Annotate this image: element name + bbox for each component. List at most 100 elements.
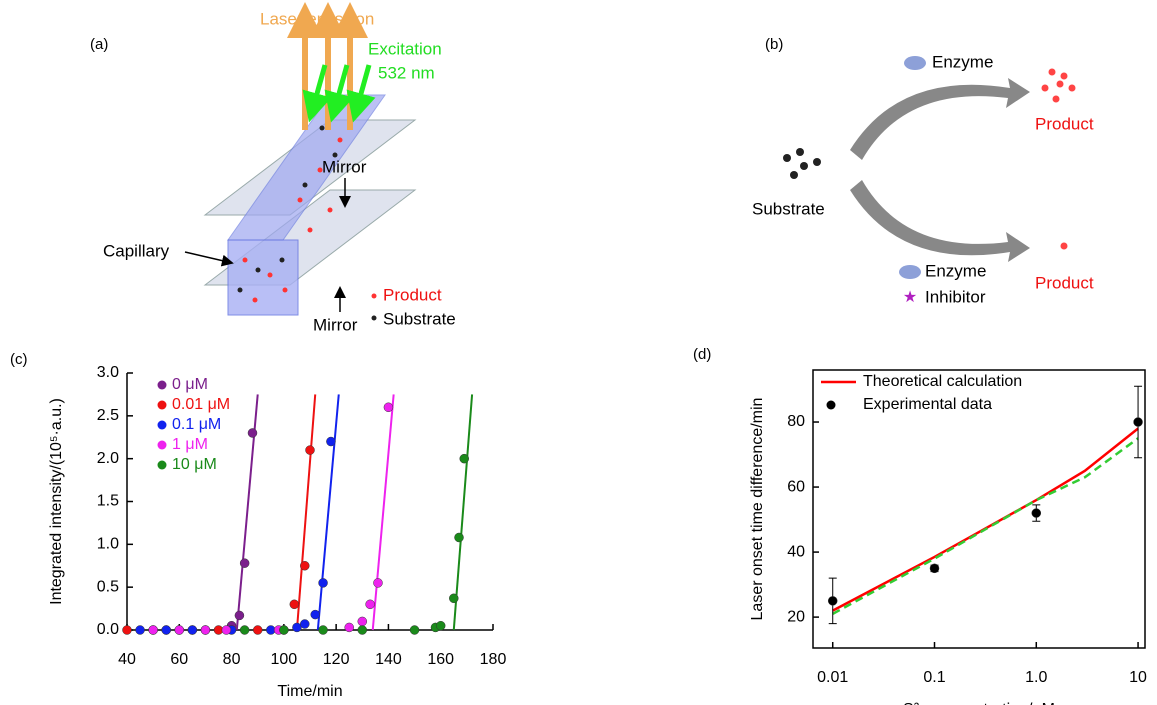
fit-line (316, 394, 340, 631)
point (148, 625, 158, 635)
point (252, 625, 263, 635)
point (373, 578, 383, 588)
point (459, 453, 469, 464)
x-tick-label: 120 (323, 651, 350, 668)
point (135, 625, 145, 635)
inhibitor-icon: ★ (903, 289, 917, 306)
label: Enzyme (932, 52, 993, 71)
substrate-dots (237, 125, 338, 293)
point (161, 625, 171, 635)
y-tick-label: 0.5 (97, 578, 119, 595)
y-tick-label: 20 (787, 608, 805, 625)
label: Capillary (103, 241, 170, 260)
legend-marker (157, 380, 167, 390)
fit-line (371, 394, 395, 631)
reaction-arrow (850, 78, 1030, 160)
enzyme-icon (904, 56, 926, 70)
point (827, 596, 838, 606)
y-tick-label: 40 (787, 543, 805, 560)
point (239, 625, 250, 635)
point (318, 578, 328, 588)
x-tick-label: 0.1 (923, 669, 945, 686)
point (326, 436, 336, 447)
point (187, 625, 198, 635)
legend-marker (826, 400, 836, 410)
point (435, 620, 446, 631)
point (449, 593, 459, 604)
point (454, 532, 464, 543)
point (292, 622, 302, 633)
legend-marker (157, 400, 167, 410)
x-axis-label: Time/min (277, 683, 342, 700)
point (1133, 417, 1143, 427)
label: 532 nm (378, 63, 435, 82)
legend-label: 0.1 μM (172, 416, 221, 433)
point (409, 625, 420, 635)
x-tick-label: 80 (223, 651, 241, 668)
substrate-dots (783, 148, 821, 179)
y-tick-label: 1.5 (97, 493, 119, 510)
legend-label: 0.01 μM (172, 396, 230, 413)
legend-label: Theoretical calculation (863, 373, 1022, 390)
label: Excitation (368, 39, 442, 58)
label: Product (1035, 273, 1094, 292)
point (239, 558, 250, 568)
point (357, 616, 368, 627)
x-tick-label: 100 (271, 651, 298, 668)
panel-label: (c) (10, 351, 28, 368)
y-tick-label: 2.5 (97, 407, 119, 424)
excitation-arrow (324, 64, 354, 123)
curve (832, 427, 1139, 612)
label: Substrate (752, 199, 825, 218)
y-axis-label: Integrated intensity/(10⁵·a.u.) (48, 398, 65, 605)
point (234, 610, 245, 621)
point (344, 622, 354, 633)
x-tick-label: 140 (375, 651, 402, 668)
x-tick-label: 160 (427, 651, 454, 668)
capillary-end (227, 239, 299, 316)
legend-label: 10 μM (172, 456, 217, 473)
point (383, 402, 394, 413)
x-tick-label: 60 (170, 651, 188, 668)
x-tick-label: 180 (480, 651, 507, 668)
product-dots (242, 112, 358, 303)
legend-label: Experimental data (863, 396, 992, 413)
pointer (184, 251, 234, 267)
point (289, 599, 300, 610)
diagram-a: Laser emission Excitation 532 nm Mirror … (103, 2, 456, 334)
x-tick-label: 40 (118, 651, 136, 668)
legend-dot (371, 315, 377, 321)
point (929, 563, 940, 574)
point (279, 625, 289, 635)
point (300, 619, 310, 629)
legend-marker (157, 420, 167, 430)
y-tick-label: 1.0 (97, 536, 119, 553)
legend-dot (371, 293, 377, 299)
label: Mirror (313, 315, 358, 334)
product-dots (1041, 68, 1076, 103)
point (247, 428, 258, 438)
point (305, 445, 315, 455)
point (310, 609, 320, 620)
enzyme-icon (899, 265, 921, 279)
legend-marker (157, 460, 167, 470)
product-dot (1060, 242, 1068, 250)
panel-label: (a) (90, 36, 108, 53)
plot-frame (812, 369, 1146, 649)
label: Mirror (322, 157, 367, 176)
point (1031, 508, 1042, 518)
fit-line (295, 394, 317, 631)
x-axis-label: S²⁻ concentration/μM (903, 701, 1055, 705)
legend-marker (157, 440, 167, 450)
point (122, 625, 132, 635)
y-tick-label: 60 (787, 478, 805, 495)
point (221, 625, 232, 635)
diagram-b: ★ Enzyme Product Substrate Enzyme Inhibi… (752, 52, 1094, 306)
y-tick-label: 0.0 (97, 621, 119, 638)
panel-label: (b) (765, 36, 783, 53)
y-tick-label: 80 (787, 413, 805, 430)
point (174, 625, 185, 635)
label: Enzyme (925, 261, 986, 280)
x-tick-label: 10 (1129, 669, 1147, 686)
